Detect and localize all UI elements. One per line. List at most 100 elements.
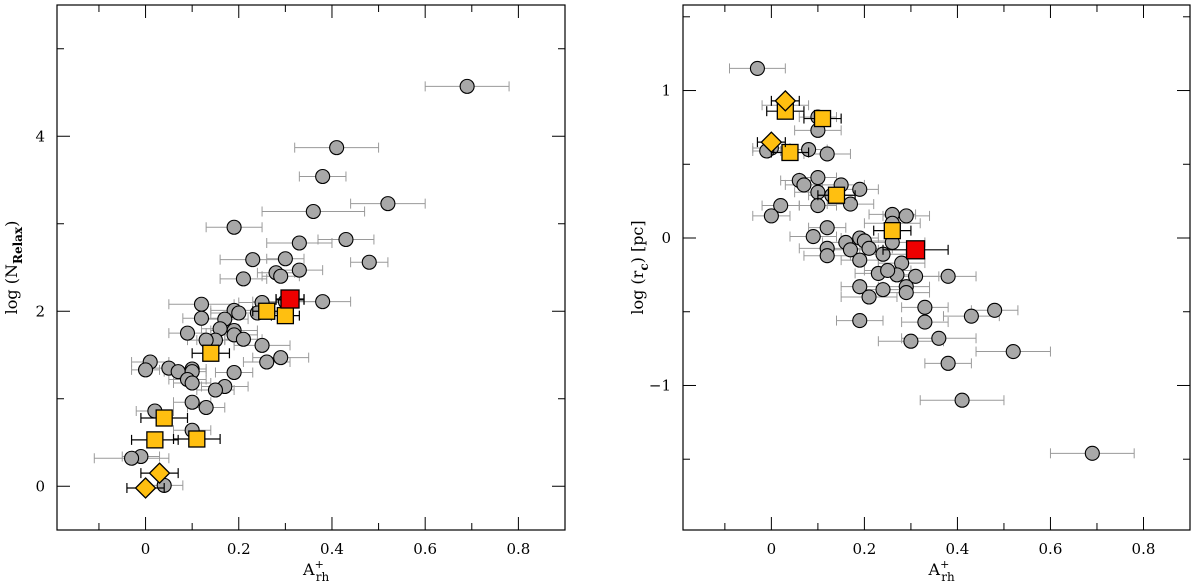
grey-point: [963, 308, 979, 324]
grey-point: [338, 231, 354, 248]
plot-frame: [682, 4, 1191, 531]
grey-point: [908, 268, 924, 284]
grey-point: [291, 235, 307, 251]
grey-point: [810, 169, 826, 186]
grey-point: [842, 196, 858, 212]
red-square-point: [280, 289, 300, 309]
grey-point: [361, 254, 377, 270]
orange-square-point: [202, 344, 220, 362]
y-axis-label: log (NRelax): [2, 221, 25, 315]
orange-square-point: [188, 430, 206, 448]
grey-point: [898, 285, 914, 301]
grey-point: [819, 220, 835, 236]
grey-point: [852, 252, 868, 268]
grey-point: [940, 268, 956, 284]
grey-point: [917, 314, 933, 330]
grey-point: [749, 60, 765, 76]
grey-point: [903, 333, 919, 349]
grey-point: [852, 313, 868, 329]
grey-point: [273, 350, 289, 366]
x-tick-label: 0: [767, 540, 777, 558]
grey-point: [273, 268, 289, 284]
grey-point: [819, 248, 835, 264]
x-tick-label: 0: [141, 540, 151, 558]
grey-point: [138, 362, 154, 378]
grey-point: [875, 282, 891, 298]
plot-frame: [56, 4, 566, 531]
grey-point: [235, 271, 251, 287]
grey-point: [773, 198, 789, 214]
grey-point: [954, 392, 970, 408]
orange-square-point: [883, 221, 901, 240]
grey-point: [763, 208, 779, 224]
grey-point: [842, 242, 858, 258]
grey-point: [226, 219, 242, 235]
x-axis-label: A+ rh: [928, 558, 956, 584]
grey-point: [917, 299, 933, 315]
red-square-point: [905, 240, 926, 260]
orange-square-point: [155, 409, 173, 427]
orange-square-point: [813, 109, 832, 128]
x-tick-label: 0.4: [320, 540, 344, 558]
x-tick-label: 0.2: [852, 540, 876, 558]
grey-point: [810, 198, 826, 214]
grey-point: [852, 279, 868, 295]
grey-point: [459, 78, 475, 94]
grey-point: [184, 394, 200, 410]
grey-point: [235, 331, 251, 347]
grey-point: [931, 330, 947, 346]
grey-point: [254, 337, 270, 353]
grey-point: [852, 181, 868, 197]
orange-square-point: [781, 143, 799, 162]
grey-point: [124, 450, 140, 466]
grey-point: [277, 251, 293, 267]
y-tick-label: 0: [35, 477, 45, 495]
grey-point: [796, 177, 812, 193]
grey-point: [315, 294, 331, 310]
grey-point: [193, 296, 210, 312]
grey-point: [380, 196, 396, 212]
orange-square-point: [146, 431, 164, 449]
orange-square-point: [827, 186, 846, 204]
orange-diamond-point: [774, 89, 797, 112]
orange-diamond-point: [760, 131, 783, 154]
grey-point: [193, 310, 210, 326]
y-tick-label: 1: [661, 82, 671, 100]
grey-point: [198, 399, 214, 416]
y-tick-label: −1: [649, 376, 671, 394]
grey-point: [259, 354, 275, 370]
grey-point: [329, 140, 345, 156]
orange-square-point: [276, 306, 295, 325]
orange-diamond-point: [148, 462, 171, 485]
y-tick-label: 2: [35, 302, 45, 320]
grey-point: [898, 208, 914, 224]
grey-point: [1084, 445, 1100, 461]
x-tick-label: 0.4: [946, 540, 970, 558]
orange-square-point: [258, 302, 276, 320]
grey-point: [245, 252, 261, 268]
grey-point: [231, 305, 247, 321]
grey-point: [861, 289, 877, 305]
x-axis-label: A+ rh: [302, 558, 330, 584]
x-tick-label: 0.6: [1039, 540, 1063, 558]
grey-point: [819, 146, 835, 162]
grey-point: [305, 203, 321, 220]
grey-point: [291, 262, 307, 278]
left-plot-panel: 0 0.2 0.4 0.6 0.8 0 2 4 A+ rh log (NRelax): [2, 4, 566, 584]
grey-point: [1005, 344, 1021, 360]
grey-point: [226, 364, 242, 381]
grey-point: [315, 168, 331, 185]
right-plot-panel: 0 0.2 0.4 0.6 0.8 −1 0 1 A+ rh log (rc) [pc]: [628, 4, 1191, 584]
x-tick-label: 0.8: [1132, 540, 1156, 558]
x-tick-label: 0.8: [506, 540, 530, 558]
x-tick-label: 0.2: [227, 540, 251, 558]
y-tick-label: 4: [35, 127, 45, 145]
grey-point: [880, 262, 896, 278]
grey-point: [987, 302, 1003, 318]
grey-point: [805, 228, 821, 245]
grey-point: [861, 240, 877, 256]
grey-point: [940, 355, 956, 371]
y-axis-label: log (rc) [pc]: [628, 220, 651, 314]
y-tick-label: 0: [661, 229, 671, 247]
